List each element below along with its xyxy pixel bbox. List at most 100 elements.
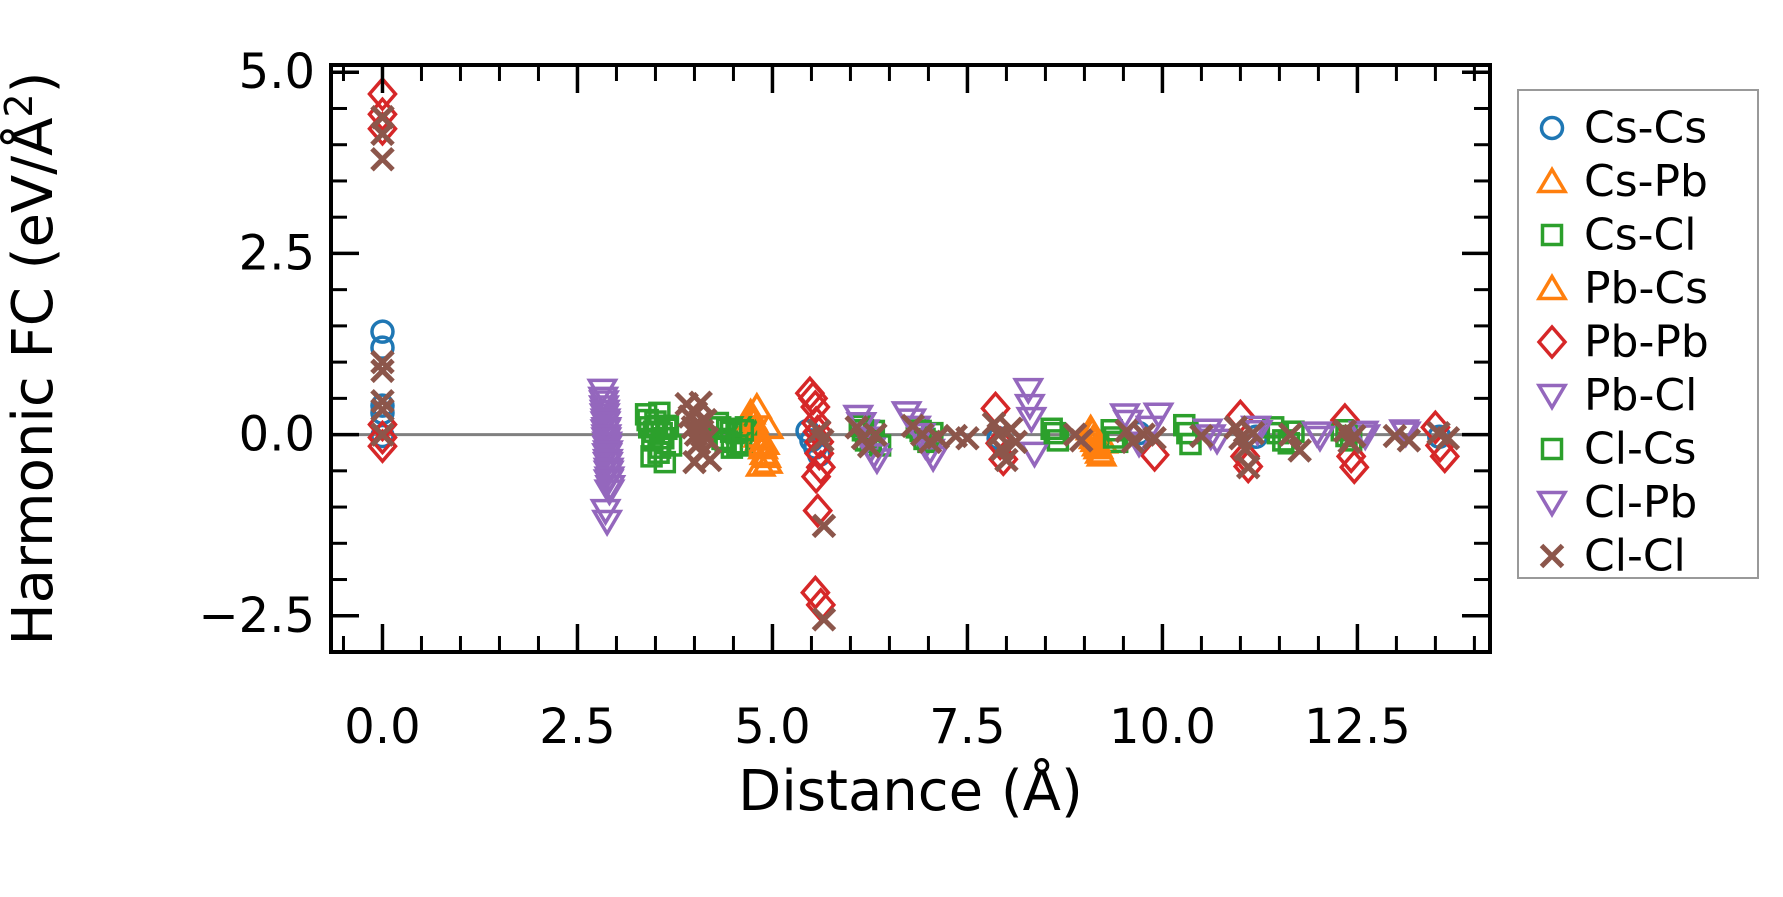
data-point-marker — [1015, 406, 1048, 435]
series-pb-cs — [736, 403, 1118, 474]
data-point-marker — [863, 422, 888, 447]
data-point-marker — [1189, 423, 1214, 449]
x-tick-label: 0.0 — [344, 699, 420, 755]
legend-item-label: Cs-Cl — [1584, 210, 1696, 261]
data-point-marker — [694, 425, 720, 451]
data-point-marker — [955, 425, 980, 451]
legend-item-label: Cl-Cs — [1584, 424, 1696, 475]
legend-item-pb-cs: Pb-Cs — [1535, 263, 1708, 314]
series-cl-cl — [370, 104, 1461, 632]
data-point-marker — [810, 428, 835, 453]
data-point-marker — [588, 399, 621, 427]
x-tick-label: 5.0 — [734, 699, 810, 755]
y-tick-label: 2.5 — [239, 225, 315, 281]
legend-item-pb-cl: Pb-Cl — [1535, 370, 1697, 421]
data-point-marker — [591, 448, 624, 477]
data-point-marker — [591, 431, 624, 459]
data-point-marker — [1069, 428, 1094, 453]
data-point-marker — [1013, 393, 1046, 422]
data-point-marker — [1536, 324, 1568, 360]
legend: Cs-CsCs-PbCs-ClPb-CsPb-PbPb-ClCl-CsCl-Pb… — [1517, 89, 1759, 582]
data-point-marker — [1429, 438, 1461, 475]
data-point-marker — [370, 393, 395, 418]
data-point-marker — [1435, 425, 1461, 451]
data-point-marker — [800, 458, 832, 495]
data-point-marker — [1539, 115, 1565, 141]
legend-item-cl-pb: Cl-Pb — [1535, 477, 1697, 528]
data-point-marker — [1235, 454, 1261, 480]
data-point-marker — [1105, 430, 1129, 454]
data-point-marker — [370, 388, 395, 414]
data-point-marker — [653, 450, 677, 474]
data-point-marker — [719, 420, 743, 443]
data-point-marker — [367, 419, 398, 456]
data-point-marker — [652, 426, 675, 450]
data-point-marker — [688, 390, 713, 415]
data-point-marker — [1142, 402, 1175, 430]
data-point-marker — [1540, 437, 1564, 461]
data-point-marker — [590, 424, 623, 452]
data-point-marker — [731, 418, 755, 442]
axes-layer — [329, 63, 1492, 654]
data-point-marker — [1200, 428, 1234, 456]
data-point-marker — [370, 335, 395, 360]
data-point-marker — [1120, 429, 1146, 455]
data-point-marker — [1018, 441, 1051, 469]
legend-item-cs-cs: Cs-Cs — [1539, 103, 1707, 154]
data-point-marker — [726, 434, 749, 457]
data-point-marker — [370, 358, 395, 384]
legend-item-pb-pb: Pb-Pb — [1536, 317, 1709, 368]
data-point-marker — [1539, 543, 1565, 569]
data-point-marker — [1232, 436, 1258, 462]
data-point-marker — [1535, 383, 1569, 411]
legend-item-label: Cl-Pb — [1584, 477, 1697, 528]
data-point-marker — [1287, 438, 1312, 463]
data-point-marker — [682, 449, 707, 475]
data-point-marker — [1540, 223, 1564, 247]
data-point-marker — [751, 446, 784, 474]
legend-item-label: Cs-Cs — [1584, 103, 1707, 154]
legend-item-label: Pb-Cs — [1584, 263, 1708, 314]
data-point-marker — [589, 408, 622, 436]
data-points-layer — [367, 76, 1461, 632]
x-tick-label: 7.5 — [929, 699, 1005, 755]
data-point-marker — [1382, 423, 1408, 449]
x-tick-label: 10.0 — [1109, 699, 1216, 755]
data-point-marker — [1043, 421, 1067, 445]
legend-item-label: Cl-Cl — [1584, 531, 1686, 582]
data-point-marker — [1396, 428, 1422, 453]
data-point-marker — [591, 509, 624, 537]
data-point-marker — [856, 433, 882, 459]
data-point-marker — [594, 475, 627, 503]
data-point-marker — [370, 319, 395, 344]
data-point-marker — [592, 457, 625, 485]
data-point-marker — [1342, 423, 1367, 449]
data-point-marker — [591, 440, 624, 468]
y-tick-label: 0.0 — [239, 407, 315, 463]
data-point-marker — [588, 403, 621, 431]
data-point-marker — [811, 607, 837, 632]
data-point-marker — [367, 76, 398, 112]
data-point-marker — [1100, 418, 1123, 442]
data-point-marker — [645, 414, 669, 438]
data-point-marker — [370, 146, 395, 172]
data-point-marker — [1535, 490, 1569, 518]
data-point-marker — [802, 493, 834, 529]
y-tick-label: −2.5 — [198, 588, 315, 644]
data-point-marker — [1085, 439, 1118, 467]
data-point-marker — [1040, 417, 1063, 441]
legend-item-label: Pb-Cl — [1584, 370, 1697, 421]
data-point-marker — [998, 416, 1024, 442]
legend-item-label: Cs-Pb — [1584, 156, 1708, 207]
data-point-marker — [1278, 422, 1303, 447]
data-point-marker — [370, 121, 395, 147]
x-axis-label: Distance (Å) — [738, 758, 1083, 824]
data-point-marker — [1142, 425, 1167, 451]
data-point-marker — [805, 449, 837, 485]
x-tick-label: 12.5 — [1304, 699, 1411, 755]
tick-labels-layer: 0.0 2.5 5.0 7.5 10.0 12.5 5.0 2.5 0.0 −2.5 — [198, 44, 1410, 755]
data-point-marker — [1535, 273, 1569, 301]
data-point-marker — [590, 417, 623, 445]
